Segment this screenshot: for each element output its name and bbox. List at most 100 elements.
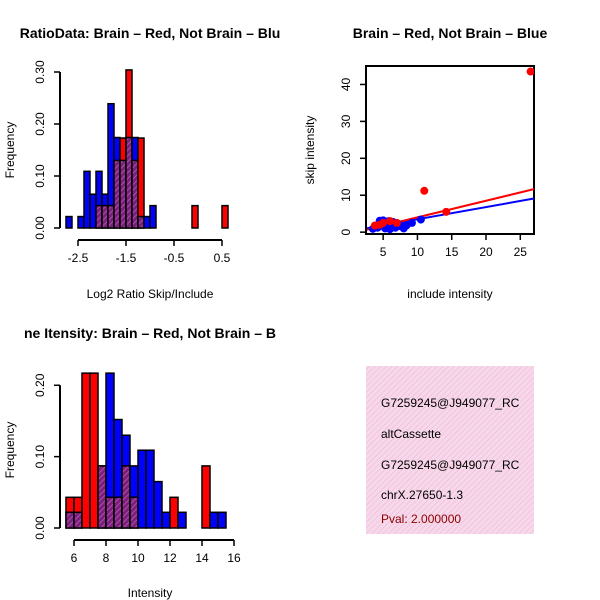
scatter-x-axis: 5 10 15 20 25 bbox=[380, 233, 528, 259]
ratio-y-tick-label: 0.20 bbox=[33, 112, 47, 136]
scatter-y-tick-label: 0 bbox=[339, 228, 353, 235]
ratio-red-bar bbox=[221, 204, 229, 229]
intensity-scatter-title: Brain – Red, Not Brain – Blue bbox=[353, 25, 548, 41]
ratio-red-bar bbox=[137, 137, 145, 229]
ratio-x-tick-label: 0.5 bbox=[214, 251, 231, 265]
intensity-x-tick-label: 8 bbox=[103, 551, 110, 565]
ratio-blue-bar bbox=[89, 193, 97, 229]
scatter-x-tick-label: 10 bbox=[411, 245, 425, 259]
red-point bbox=[420, 186, 429, 195]
red-point bbox=[442, 207, 451, 216]
ratio-histogram-xlabel: Log2 Ratio Skip/Include bbox=[87, 287, 214, 301]
info-panel-background bbox=[366, 366, 534, 534]
intensity-blue-bar bbox=[161, 511, 171, 529]
ratio-histogram-x-axis: -2.5 -1.5 -0.5 0.5 bbox=[68, 239, 231, 265]
intensity-histogram: ne Itensity: Brain – Red, Not Brain – B … bbox=[3, 325, 276, 600]
scatter-ylabel: skip intensity bbox=[303, 116, 317, 185]
intensity-overlap-bar bbox=[97, 465, 107, 529]
intensity-blue-bar bbox=[177, 511, 187, 529]
ratio-overlap-bar bbox=[101, 204, 109, 229]
ratio-y-tick-label: 0.10 bbox=[33, 164, 47, 188]
ratio-blue-bar bbox=[83, 170, 91, 229]
info-line-4: chrX.27650-1.3 bbox=[381, 488, 463, 502]
info-line-2: altCassette bbox=[381, 427, 441, 441]
intensity-y-tick-label: 0.10 bbox=[33, 445, 47, 469]
ratio-overlap-bar bbox=[113, 159, 121, 229]
scatter-x-tick-label: 25 bbox=[514, 245, 528, 259]
ratio-overlap-bar bbox=[125, 136, 133, 229]
intensity-x-tick-label: 16 bbox=[227, 551, 241, 565]
ratio-histogram-title: RatioData: Brain – Red, Not Brain – Blu bbox=[20, 25, 281, 41]
red-point bbox=[526, 67, 534, 76]
intensity-red-bar bbox=[169, 496, 179, 529]
intensity-red-bar bbox=[89, 372, 99, 529]
intensity-histogram-title: ne Itensity: Brain – Red, Not Brain – B bbox=[24, 325, 276, 341]
ratio-red-bar bbox=[191, 204, 199, 229]
intensity-blue-bar bbox=[137, 449, 147, 529]
blue-point bbox=[407, 218, 416, 227]
ratio-x-tick-label: -0.5 bbox=[164, 251, 185, 265]
scatter-x-tick-label: 20 bbox=[479, 245, 493, 259]
scatter-y-tick-label: 40 bbox=[339, 77, 353, 91]
red-point bbox=[370, 221, 379, 230]
pval-label: Pval: 2.000000 bbox=[381, 512, 461, 526]
scatter-y-tick-label: 10 bbox=[339, 188, 353, 202]
scatter-y-tick-label: 20 bbox=[339, 151, 353, 165]
intensity-histogram-x-axis: 6 8 10 12 14 16 bbox=[71, 539, 241, 565]
ratio-histogram-bars bbox=[65, 69, 229, 229]
intensity-histogram-xlabel: Intensity bbox=[128, 586, 173, 600]
info-panel: G7259245@J949077_RC altCassette G7259245… bbox=[366, 366, 534, 534]
ratio-histogram: RatioData: Brain – Red, Not Brain – Blu … bbox=[3, 25, 280, 301]
blue-point bbox=[386, 225, 394, 234]
ratio-histogram-y-axis: 0.00 0.10 0.20 0.30 bbox=[33, 60, 61, 240]
intensity-histogram-y-axis: 0.00 0.10 0.20 bbox=[33, 373, 61, 540]
intensity-red-bar bbox=[201, 465, 211, 529]
red-point bbox=[386, 217, 394, 226]
intensity-blue-bar bbox=[209, 511, 219, 529]
intensity-overlap-bar bbox=[121, 465, 131, 529]
scatter-xlabel: include intensity bbox=[407, 287, 492, 301]
intensity-y-tick-label: 0.00 bbox=[33, 516, 47, 540]
ratio-overlap-bar bbox=[107, 204, 115, 229]
intensity-x-tick-label: 14 bbox=[195, 551, 209, 565]
ratio-x-tick-label: -2.5 bbox=[68, 251, 89, 265]
intensity-overlap-bar bbox=[113, 496, 123, 529]
intensity-overlap-bar bbox=[65, 511, 75, 529]
scatter-x-tick-label: 5 bbox=[380, 245, 387, 259]
scatter-y-tick-label: 30 bbox=[339, 114, 353, 128]
ratio-x-tick-label: -1.5 bbox=[116, 251, 137, 265]
ratio-overlap-bar bbox=[137, 215, 145, 229]
intensity-histogram-ylabel: Frequency bbox=[3, 422, 17, 479]
blue-point bbox=[416, 215, 425, 224]
ratio-histogram-ylabel: Frequency bbox=[3, 122, 17, 179]
ratio-blue-bar bbox=[77, 215, 85, 229]
ratio-blue-bar bbox=[143, 215, 151, 229]
ratio-overlap-bar bbox=[95, 204, 103, 229]
intensity-scatter: Brain – Red, Not Brain – Blue 5 10 15 20 25 … bbox=[303, 25, 547, 301]
intensity-histogram-bars bbox=[65, 372, 227, 529]
info-line-3: G7259245@J949077_RC bbox=[381, 458, 520, 472]
intensity-red-bar bbox=[81, 372, 91, 529]
intensity-blue-bar bbox=[145, 449, 155, 529]
intensity-blue-bar bbox=[217, 511, 227, 529]
scatter-y-axis: 0 10 20 30 40 bbox=[339, 77, 367, 235]
ratio-overlap-bar bbox=[131, 159, 139, 229]
ratio-blue-bar bbox=[149, 204, 157, 229]
ratio-y-tick-label: 0.30 bbox=[33, 60, 47, 84]
ratio-blue-bar bbox=[65, 215, 73, 229]
intensity-x-tick-label: 6 bbox=[71, 551, 78, 565]
intensity-overlap-bar bbox=[73, 511, 83, 529]
red-point bbox=[392, 218, 401, 227]
intensity-x-tick-label: 10 bbox=[131, 551, 145, 565]
scatter-x-tick-label: 15 bbox=[445, 245, 459, 259]
ratio-y-tick-label: 0.00 bbox=[33, 216, 47, 240]
intensity-overlap-bar bbox=[129, 496, 139, 529]
scatter-points bbox=[368, 67, 534, 234]
intensity-y-tick-label: 0.20 bbox=[33, 373, 47, 397]
intensity-blue-bar bbox=[153, 480, 163, 529]
ratio-overlap-bar bbox=[119, 159, 127, 229]
intensity-overlap-bar bbox=[105, 496, 115, 529]
info-line-1: G7259245@J949077_RC bbox=[381, 396, 520, 410]
intensity-x-tick-label: 12 bbox=[163, 551, 177, 565]
